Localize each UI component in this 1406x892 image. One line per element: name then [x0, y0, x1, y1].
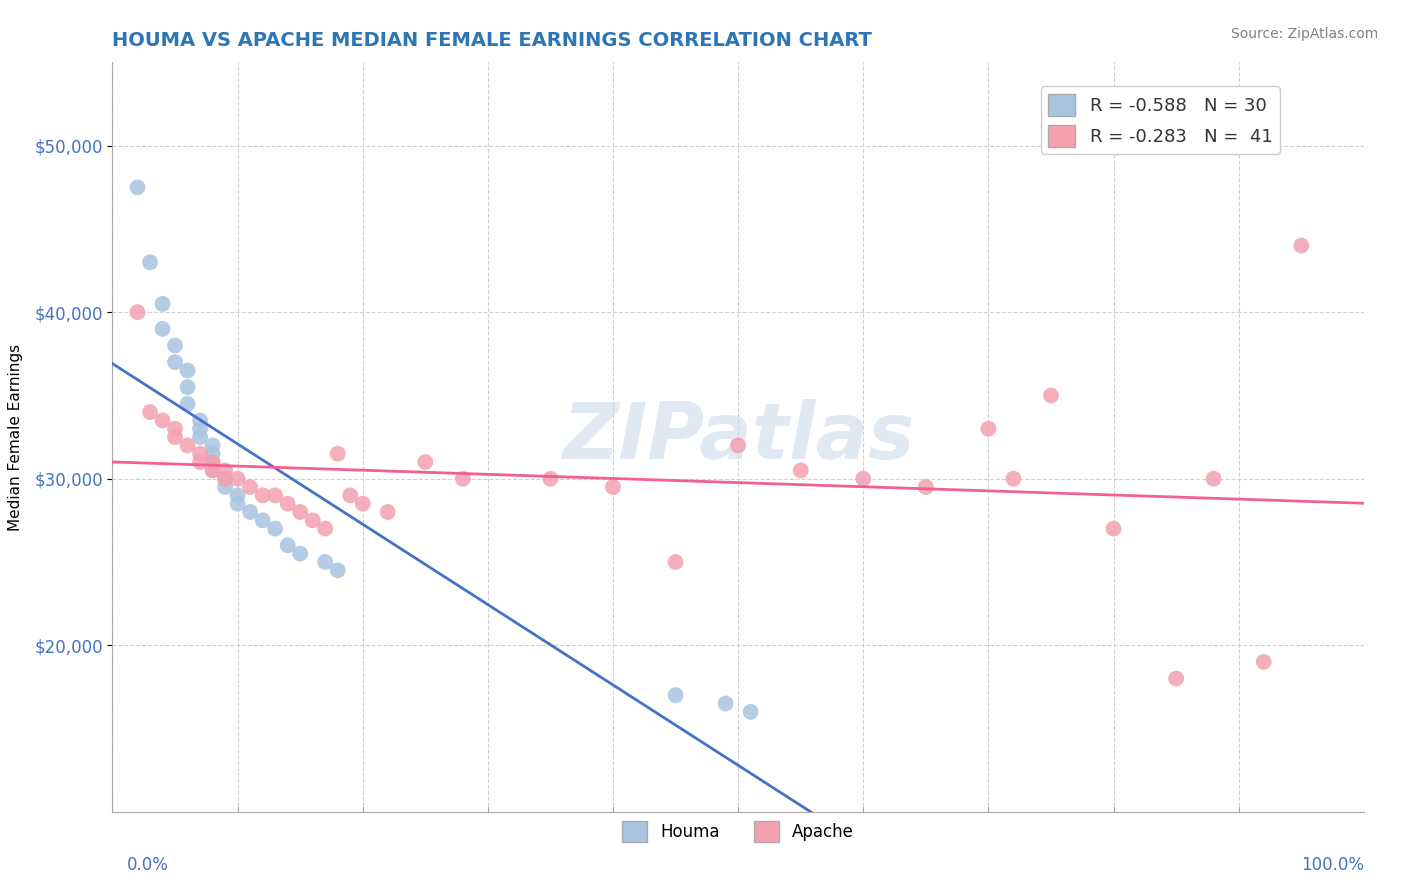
Point	[1102, 522, 1125, 536]
Point	[239, 505, 262, 519]
Text: HOUMA VS APACHE MEDIAN FEMALE EARNINGS CORRELATION CHART: HOUMA VS APACHE MEDIAN FEMALE EARNINGS C…	[112, 30, 872, 50]
Point	[226, 497, 249, 511]
Point	[214, 472, 236, 486]
Point	[201, 447, 224, 461]
Point	[326, 447, 349, 461]
Point	[1002, 472, 1025, 486]
Text: Source: ZipAtlas.com: Source: ZipAtlas.com	[1230, 27, 1378, 41]
Point	[290, 547, 312, 561]
Point	[264, 522, 287, 536]
Point	[188, 447, 211, 461]
Text: 0.0%: 0.0%	[127, 856, 169, 874]
Point	[326, 563, 349, 577]
Point	[252, 513, 274, 527]
Point	[214, 472, 236, 486]
Point	[290, 505, 312, 519]
Point	[127, 305, 149, 319]
Point	[201, 455, 224, 469]
Point	[252, 488, 274, 502]
Point	[790, 463, 813, 477]
Point	[915, 480, 938, 494]
Point	[163, 355, 186, 369]
Point	[176, 438, 198, 452]
Point	[152, 413, 174, 427]
Point	[176, 397, 198, 411]
Point	[277, 538, 299, 552]
Point	[277, 497, 299, 511]
Point	[664, 688, 686, 702]
Point	[239, 480, 262, 494]
Point	[314, 555, 336, 569]
Point	[163, 338, 186, 352]
Point	[152, 297, 174, 311]
Y-axis label: Median Female Earnings: Median Female Earnings	[8, 343, 22, 531]
Point	[201, 463, 224, 477]
Point	[188, 430, 211, 444]
Point	[1039, 388, 1063, 402]
Point	[139, 405, 162, 419]
Point	[352, 497, 374, 511]
Point	[977, 422, 1000, 436]
Point	[127, 180, 149, 194]
Point	[176, 363, 198, 377]
Point	[377, 505, 399, 519]
Point	[740, 705, 762, 719]
Point	[176, 380, 198, 394]
Point	[214, 480, 236, 494]
Point	[301, 513, 323, 527]
Point	[139, 255, 162, 269]
Text: 100.0%: 100.0%	[1301, 856, 1364, 874]
Point	[413, 455, 436, 469]
Point	[451, 472, 474, 486]
Point	[1202, 472, 1225, 486]
Point	[226, 472, 249, 486]
Point	[714, 697, 737, 711]
Point	[214, 463, 236, 477]
Point	[602, 480, 624, 494]
Point	[188, 413, 211, 427]
Legend: Houma, Apache: Houma, Apache	[616, 814, 860, 848]
Point	[163, 422, 186, 436]
Point	[188, 455, 211, 469]
Point	[852, 472, 875, 486]
Point	[664, 555, 686, 569]
Point	[201, 463, 224, 477]
Point	[339, 488, 361, 502]
Point	[1291, 238, 1313, 252]
Point	[226, 488, 249, 502]
Point	[1253, 655, 1275, 669]
Point	[201, 455, 224, 469]
Point	[152, 322, 174, 336]
Point	[314, 522, 336, 536]
Point	[163, 430, 186, 444]
Text: ZIPatlas: ZIPatlas	[562, 399, 914, 475]
Point	[727, 438, 749, 452]
Point	[538, 472, 561, 486]
Point	[188, 422, 211, 436]
Point	[201, 438, 224, 452]
Point	[1164, 672, 1187, 686]
Point	[264, 488, 287, 502]
